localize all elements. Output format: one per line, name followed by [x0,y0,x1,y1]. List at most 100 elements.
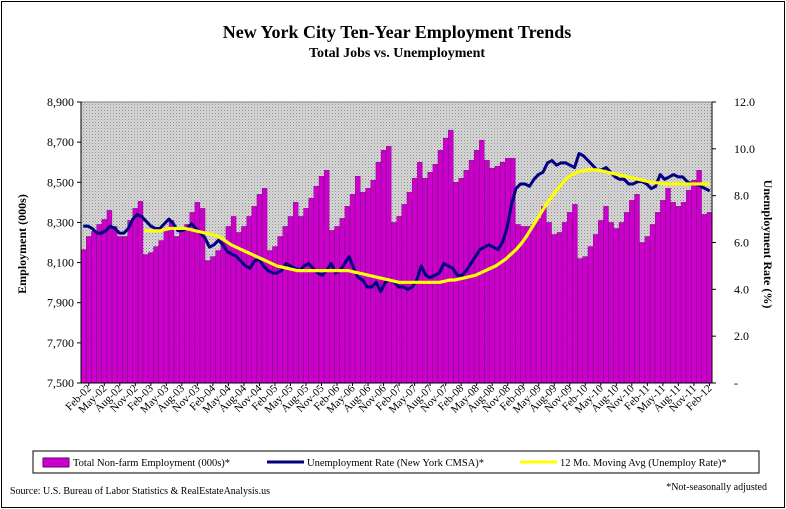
employment-bar [551,234,557,383]
employment-bar [277,236,283,383]
employment-bar [598,220,604,383]
employment-bar [246,216,252,383]
employment-bar [174,236,180,383]
employment-bar [375,162,382,383]
employment-bar [179,232,185,383]
employment-bar [148,252,154,383]
employment-bar [386,145,392,383]
left-tick-label: 7,500 [47,376,74,390]
employment-bar [623,212,630,383]
employment-bar [101,219,107,383]
left-tick-label: 8,300 [47,215,74,229]
employment-bar [639,242,645,383]
right-tick-label: 6.0 [734,236,749,250]
employment-bar [199,208,206,383]
right-axis-label: Unemployment Rate (%) [761,180,775,309]
employment-bar [318,176,325,383]
employment-bar [541,206,547,383]
seasonal-note: *Not-seasonally adjusted [666,482,767,493]
employment-bar [215,250,221,383]
employment-bar [655,212,661,383]
employment-bar [675,206,682,383]
employment-bar [334,226,340,383]
employment-bar [91,231,97,383]
employment-bar [665,188,671,383]
left-axis-label: Employment (000s) [15,194,29,294]
employment-bar [634,194,640,383]
employment-bar [592,234,599,383]
employment-bar [308,198,314,383]
employment-bar [680,202,687,383]
employment-bar [210,256,216,383]
employment-bar [561,222,568,383]
employment-bar [127,220,133,383]
employment-bar [515,224,521,383]
employment-bar [510,158,516,383]
employment-bar [391,222,397,383]
employment-bar [339,218,345,383]
employment-bar [225,226,232,383]
right-tick-label: - [734,376,738,390]
employment-bar [644,236,651,383]
employment-bar [536,218,542,383]
employment-bar [686,190,692,383]
left-tick-label: 8,500 [47,175,74,189]
employment-bar [292,202,299,383]
employment-bar [205,260,211,383]
legend-box [32,450,760,474]
right-tick-label: 12.0 [734,95,755,109]
employment-bar [660,200,666,383]
employment-bar [613,228,619,383]
employment-bar [251,206,257,383]
employment-bar [587,246,594,383]
employment-bar [489,168,495,383]
employment-bar [189,212,195,383]
employment-bar [267,250,273,383]
employment-bar [701,214,707,383]
employment-bar [360,192,366,383]
employment-bar [142,254,149,383]
right-tick-label: 10.0 [734,142,755,156]
chart-title: New York City Ten-Year Employment Trends [223,22,572,42]
employment-bar [479,139,485,383]
employment-bar [422,178,428,383]
employment-bar [629,200,635,383]
employment-bar [220,240,226,383]
right-tick-label: 4.0 [734,282,749,296]
employment-bar [582,256,588,383]
employment-bar [706,212,712,383]
employment-bar [184,224,190,383]
employment-bar [86,236,92,383]
employment-bar [303,208,309,383]
employment-bar [81,249,87,383]
employment-bar [111,226,118,383]
employment-bar [670,202,676,383]
employment-bar [572,204,578,383]
employment-bar [525,226,532,383]
employment-bar [499,162,506,383]
employment-bar [230,216,237,383]
right-tick-label: 2.0 [734,329,749,343]
employment-bar [168,220,175,383]
left-tick-label: 8,100 [47,256,74,270]
moving-average-line [144,168,710,284]
employment-bar [530,224,537,383]
employment-bar [117,236,123,383]
left-tick-label: 7,700 [47,336,74,350]
employment-bar [494,166,501,383]
legend-bars-swatch [42,457,70,468]
employment-bar [474,149,480,383]
employment-bar [468,160,475,383]
legend-avg-label: 12 Mo. Moving Avg (Unemploy Rate)* [560,458,727,469]
employment-bar [287,216,294,383]
employment-bar [608,222,614,383]
employment-bar [691,180,697,383]
employment-bar [618,222,625,383]
employment-bar [272,246,278,383]
left-tick-label: 8,700 [47,135,74,149]
employment-bar [132,208,138,383]
employment-bar [520,226,526,383]
employment-bar [696,170,702,383]
employment-bar [163,230,169,383]
